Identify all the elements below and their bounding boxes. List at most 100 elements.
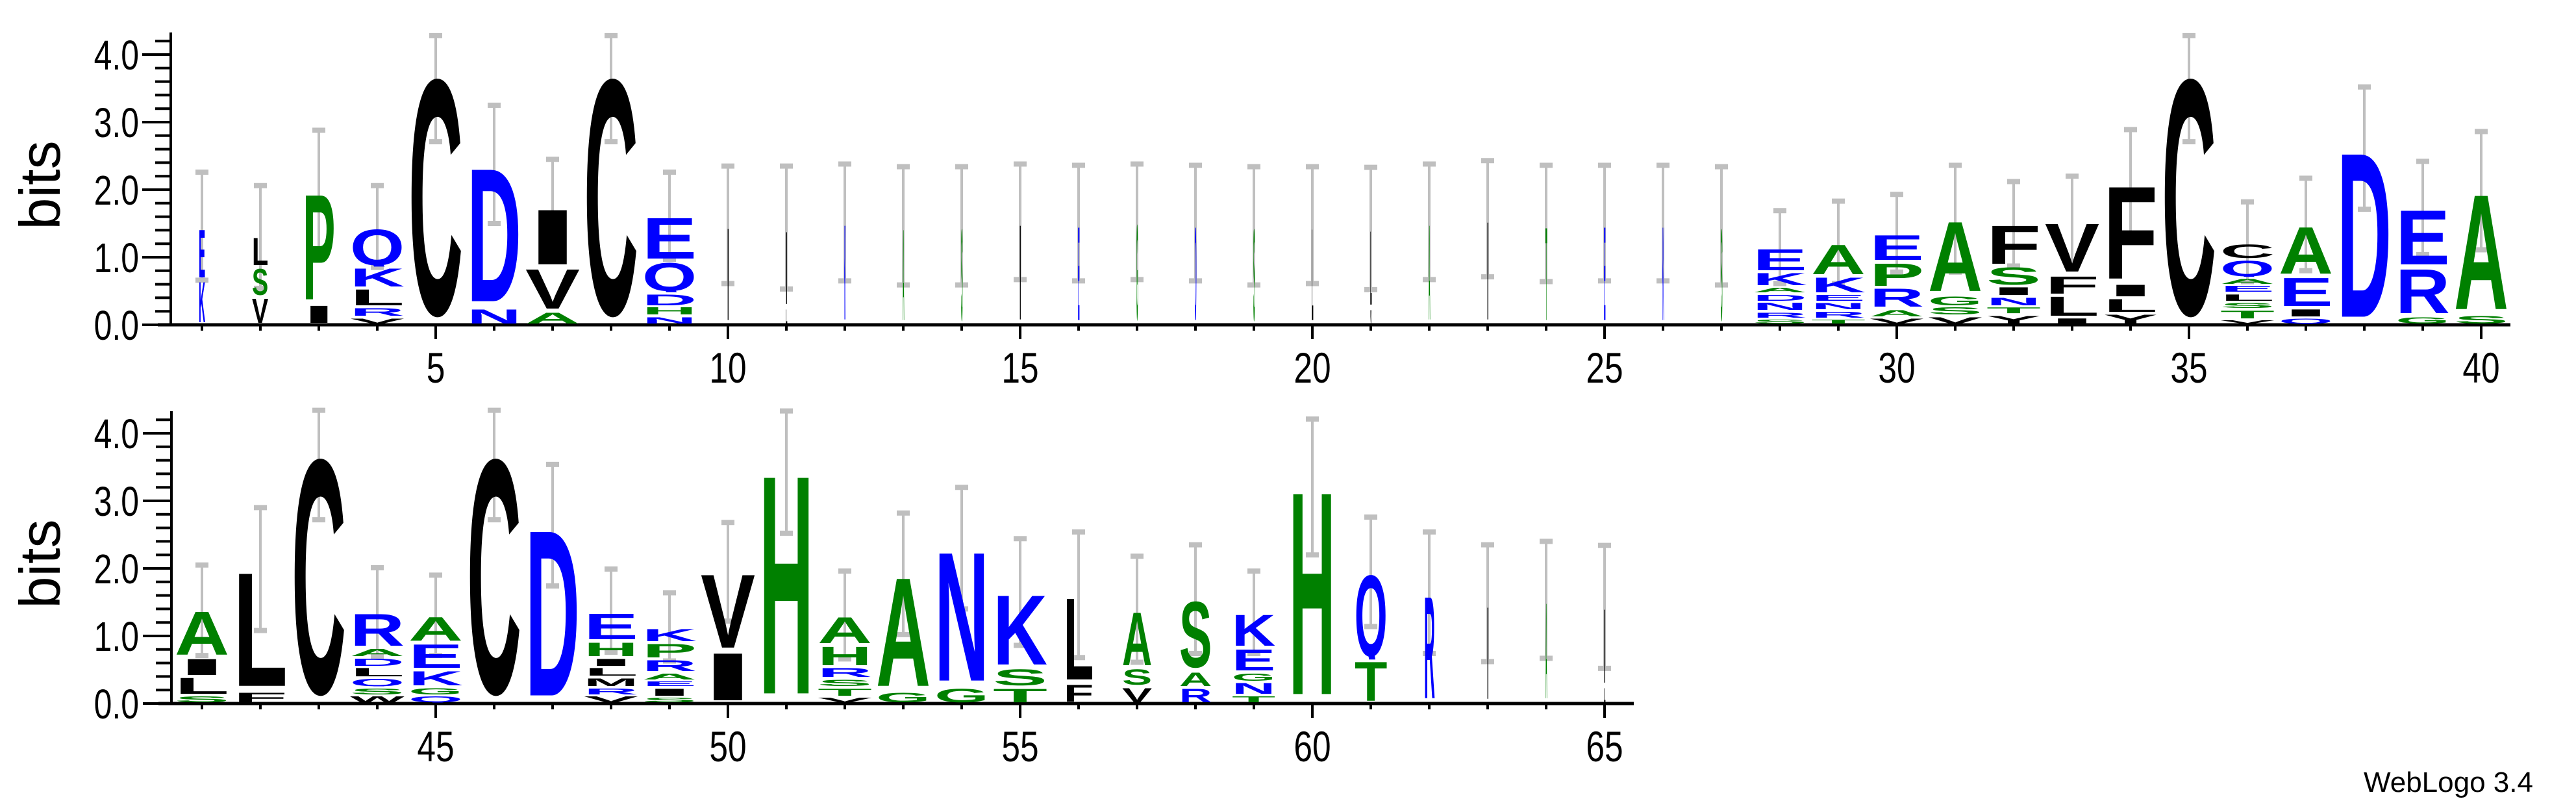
letter-R: R [642,659,697,672]
error-bar-60 [1306,416,1319,558]
error-bar-4 [371,183,384,270]
error-bar-31 [1949,162,1962,275]
error-bar-64 [1540,539,1553,661]
letter-E: E [2279,277,2333,307]
error-bar-28 [1773,208,1786,286]
letter-S: S [1928,307,1982,315]
letter-T: T [1811,320,1866,324]
letter-F: F [2103,184,2158,283]
letter-Q: Q [350,678,405,687]
letter-I: I [1486,604,1489,703]
x-tick-label: 45 [417,722,454,771]
letter-V: V [584,696,638,703]
error-bar-2 [254,183,267,291]
letter-A: A [350,649,405,657]
y-axis-title: bits [8,141,72,230]
letter-N: N [934,550,989,687]
letter-E: E [584,613,638,641]
letter-L: L [785,309,788,324]
letter-T: T [1545,225,1547,324]
letter-V: V [525,268,580,311]
letter-L: L [233,570,288,691]
letter-D: D [467,166,521,307]
error-bar-15 [1014,161,1027,283]
letter-A: A [2220,278,2275,285]
letter-R: R [1811,311,1866,318]
error-bar-61 [1364,514,1377,629]
x-tick-label: 65 [1586,722,1623,771]
error-bar-42 [254,505,267,633]
letter-I: I [1986,287,2041,296]
letter-E: E [1077,224,1080,324]
letter-K: K [408,670,463,686]
letter-V: V [1121,687,1153,703]
letter-L: L [584,668,638,676]
letter-H: H [584,642,638,657]
y-tick-label: 1.0 [94,614,139,660]
letter-S: S [252,268,269,296]
letter-R: R [818,668,872,678]
x-tick-label: 60 [1294,722,1331,771]
letter-A: A [2454,192,2508,314]
error-bar-16 [1072,162,1085,284]
error-bar-20 [1306,164,1319,286]
letter-V: V [1369,309,1372,324]
letter-L: L [2220,294,2275,301]
letter-L: L [2045,296,2099,317]
letter-A: A [642,673,697,680]
letter-I: I [2103,285,2158,297]
letter-A: A [876,575,931,691]
letter-A: A [1811,244,1866,275]
letter-R: R [1423,594,1435,703]
letter-S: S [1986,267,2041,286]
error-bar-48 [605,566,618,655]
error-bar-35 [2182,32,2195,145]
error-bar-54 [955,485,968,612]
letter-E: E [642,681,697,687]
error-bar-27 [1715,164,1728,288]
letter-A: A [175,610,229,657]
letter-E: E [1811,294,1866,301]
x-tick-label: 5 [427,344,445,392]
letter-E: E [408,643,463,669]
letter-V: V [350,318,405,324]
error-bar-9 [663,169,676,262]
letter-L: L [2103,298,2158,312]
letter-K: K [993,593,1047,668]
error-bar-50 [721,520,734,624]
letter-T: T [1232,696,1276,703]
error-bar-41 [195,562,208,659]
letter-Q: Q [2279,318,2333,324]
weblogo-credit: WebLogo 3.4 [2364,767,2533,798]
letter-D: D [350,658,405,666]
letter-V: V [1869,318,1924,324]
letter-Y: Y [1986,315,2041,324]
letter-C: C [408,74,463,324]
letter-Q: Q [408,696,463,703]
x-tick-label: 35 [2170,344,2207,392]
letter-K: K [198,281,206,324]
letter-S: S [818,679,872,687]
letter-V: V [1928,316,1982,324]
letter-G: G [1232,673,1276,681]
error-bar-1 [195,169,208,283]
letter-I: I [525,208,580,267]
letter-K: K [844,223,846,324]
letter-L: L [350,289,405,307]
letter-N: N [642,316,697,324]
letter-Q: Q [350,228,405,267]
letter-A: A [525,312,580,324]
error-bar-47 [546,461,559,589]
error-bar-25 [1598,162,1611,284]
x-tick-label: 55 [1001,722,1038,771]
letter-I: I [701,652,755,703]
letter-E: E [2220,286,2275,292]
letter-A: A [902,227,905,324]
letter-V: V [2220,320,2275,324]
error-bar-37 [2299,175,2312,273]
letter-L: L [1311,226,1314,324]
letter-G: G [1928,296,1982,306]
letter-D: D [642,294,697,306]
letter-L: L [350,668,405,677]
error-bar-49 [663,590,676,664]
